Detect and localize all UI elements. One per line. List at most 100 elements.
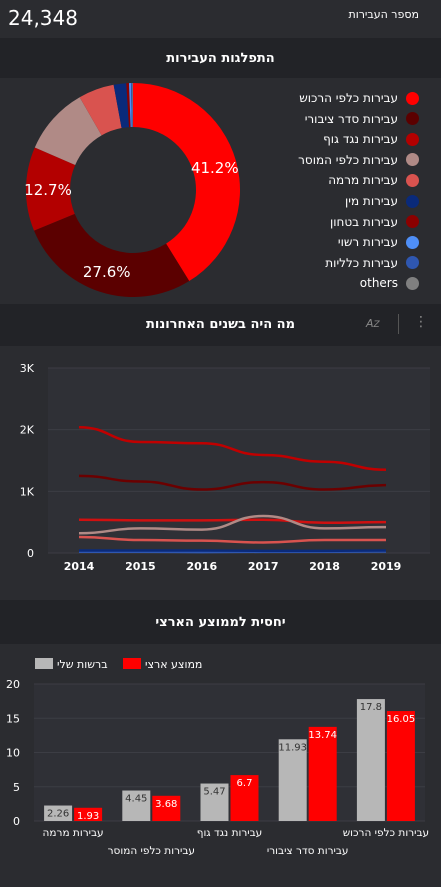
donut-slice[interactable] — [25, 147, 76, 231]
header-divider — [398, 314, 399, 334]
legend-color-dot — [406, 112, 419, 126]
distribution-donut-chart: 41.2% 27.6% 12.7% — [24, 83, 240, 297]
bar-legend-swatch — [35, 658, 53, 669]
legend-color-dot — [406, 256, 419, 270]
donut-slice[interactable] — [132, 83, 133, 128]
trend-line-chart: 0 1K 2K 3K 2014 2015 2016 2017 2018 2019 — [20, 362, 430, 573]
bar-my-authority[interactable] — [278, 739, 307, 821]
legend-color-dot — [406, 91, 419, 105]
bar-my-authority[interactable] — [44, 805, 73, 821]
kpi-bar: 24,348 מספר העבירות — [0, 0, 441, 38]
bar-value-label: 16.05 — [387, 714, 416, 725]
trend-series-line[interactable] — [78, 474, 387, 491]
donut-slice[interactable] — [133, 83, 240, 282]
legend-label: עבירות בטחון — [330, 214, 398, 229]
donut-slice[interactable] — [79, 84, 122, 136]
bar-my-authority[interactable] — [356, 699, 385, 821]
legend-label: עבירות כלפי הרכוש — [299, 91, 398, 105]
bar-my-authority[interactable] — [122, 790, 151, 821]
y-tick-label: 1K — [20, 485, 35, 498]
donut-slice[interactable] — [128, 83, 132, 128]
bar-value-label: 2.26 — [47, 809, 69, 820]
legend-item[interactable]: others — [360, 273, 419, 293]
trend-series-line[interactable] — [78, 425, 387, 471]
bar-value-label: 3.68 — [155, 799, 177, 810]
legend-item[interactable]: עבירות כלפי הרכוש — [299, 88, 419, 108]
legend-item[interactable]: עבירות נגד גוף — [323, 129, 419, 149]
kpi-label: מספר העבירות — [348, 8, 419, 21]
legend-label: others — [359, 276, 398, 291]
trend-header: מה היה בשנים האחרונות AZ ⋮ — [0, 304, 441, 346]
x-tick-label: 2014 — [64, 560, 95, 573]
trend-title: מה היה בשנים האחרונות — [145, 317, 295, 332]
distribution-header: התפלגות העבירות — [0, 38, 441, 78]
bar-value-label: 1.93 — [77, 811, 99, 822]
y-tick-label: 0 — [27, 547, 34, 560]
bar-value-label: 17.8 — [360, 702, 382, 713]
legend-color-dot — [406, 173, 419, 187]
category-label: עבירות מרמה — [43, 827, 104, 839]
more-vert-icon[interactable]: ⋮ — [414, 314, 428, 330]
legend-label: עבירות כלפי המוסר — [298, 152, 398, 167]
trend-series-line[interactable] — [78, 514, 387, 535]
bar-legend-label: ברשות שלי — [57, 658, 108, 671]
y-tick-label: 5 — [13, 781, 20, 794]
category-label: עבירות כלפי המוסר — [108, 845, 195, 857]
x-tick-label: 2015 — [125, 560, 156, 573]
bar-legend-swatch — [123, 658, 141, 669]
donut-slice[interactable] — [113, 83, 130, 129]
bar-value-label: 4.45 — [125, 794, 147, 805]
comparison-panel: ממוצע ארצי ברשות שלי 0 5 10 15 20 17.8 16.05 עביר… — [0, 644, 441, 887]
comparison-title: יחסית לממוצע הארצי — [155, 614, 286, 630]
bar-legend-item[interactable]: ממוצע ארצי — [123, 658, 202, 671]
y-tick-label: 20 — [6, 678, 20, 691]
legend-label: עבירות מין — [345, 194, 398, 208]
legend-label: עבירות נגד גוף — [323, 132, 398, 147]
trend-series-line[interactable] — [78, 518, 387, 525]
legend-color-dot — [406, 235, 419, 249]
bar-legend-item[interactable]: ברשות שלי — [35, 658, 108, 671]
sort-az-icon[interactable]: AZ — [366, 317, 380, 330]
legend-item[interactable]: עבירות סדר ציבורי — [305, 109, 419, 129]
y-tick-label: 10 — [6, 747, 20, 760]
distribution-panel: 41.2% 27.6% 12.7% עבירות כלפי הרכוש עבירות … — [0, 78, 441, 304]
y-tick-label: 2K — [20, 424, 35, 437]
donut-slice-label: 41.2% — [191, 159, 239, 177]
legend-item[interactable]: עבירות כלליות — [325, 253, 419, 273]
legend-item[interactable]: עבירות רשוי — [338, 232, 419, 252]
y-tick-label: 15 — [6, 712, 20, 725]
legend-color-dot — [406, 276, 419, 290]
legend-label: עבירות סדר ציבורי — [304, 111, 398, 126]
legend-label: עבירות כלליות — [325, 255, 398, 270]
trend-series-line[interactable] — [78, 535, 386, 544]
y-tick-label: 0 — [13, 815, 20, 828]
donut-slice[interactable] — [126, 83, 131, 128]
distribution-title: התפלגות העבירות — [166, 50, 275, 66]
bar-national-average[interactable] — [308, 726, 337, 821]
bar-national-average[interactable] — [230, 775, 259, 821]
bar-my-authority[interactable] — [200, 783, 229, 821]
legend-color-dot — [406, 132, 419, 146]
donut-slice[interactable] — [34, 97, 102, 165]
x-tick-label: 2018 — [309, 560, 340, 573]
legend-item[interactable]: עבירות כלפי המוסר — [298, 150, 419, 170]
legend-item[interactable]: עבירות בטחון — [330, 212, 419, 232]
bar-national-average[interactable] — [74, 807, 103, 821]
x-tick-label: 2016 — [186, 560, 217, 573]
donut-slice[interactable] — [34, 213, 190, 297]
y-tick-label: 3K — [20, 362, 35, 375]
category-label: עבירות נגד גוף — [197, 827, 263, 839]
bar-value-label: 13.74 — [308, 730, 337, 741]
bar-national-average[interactable] — [386, 711, 415, 821]
legend-color-dot — [406, 215, 419, 229]
legend-item[interactable]: עבירות מרמה — [328, 170, 419, 190]
bar-legend-label: ממוצע ארצי — [145, 658, 202, 671]
donut-slice-label: 27.6% — [83, 263, 131, 281]
comparison-bar-chart: ממוצע ארצי ברשות שלי 0 5 10 15 20 17.8 16.05 עביר… — [6, 658, 429, 857]
legend-color-dot — [406, 194, 419, 208]
legend-color-dot — [406, 153, 419, 167]
bar-national-average[interactable] — [152, 795, 181, 821]
bar-value-label: 6.7 — [237, 778, 253, 789]
donut-slice[interactable] — [130, 83, 133, 128]
legend-item[interactable]: עבירות מין — [345, 191, 419, 211]
